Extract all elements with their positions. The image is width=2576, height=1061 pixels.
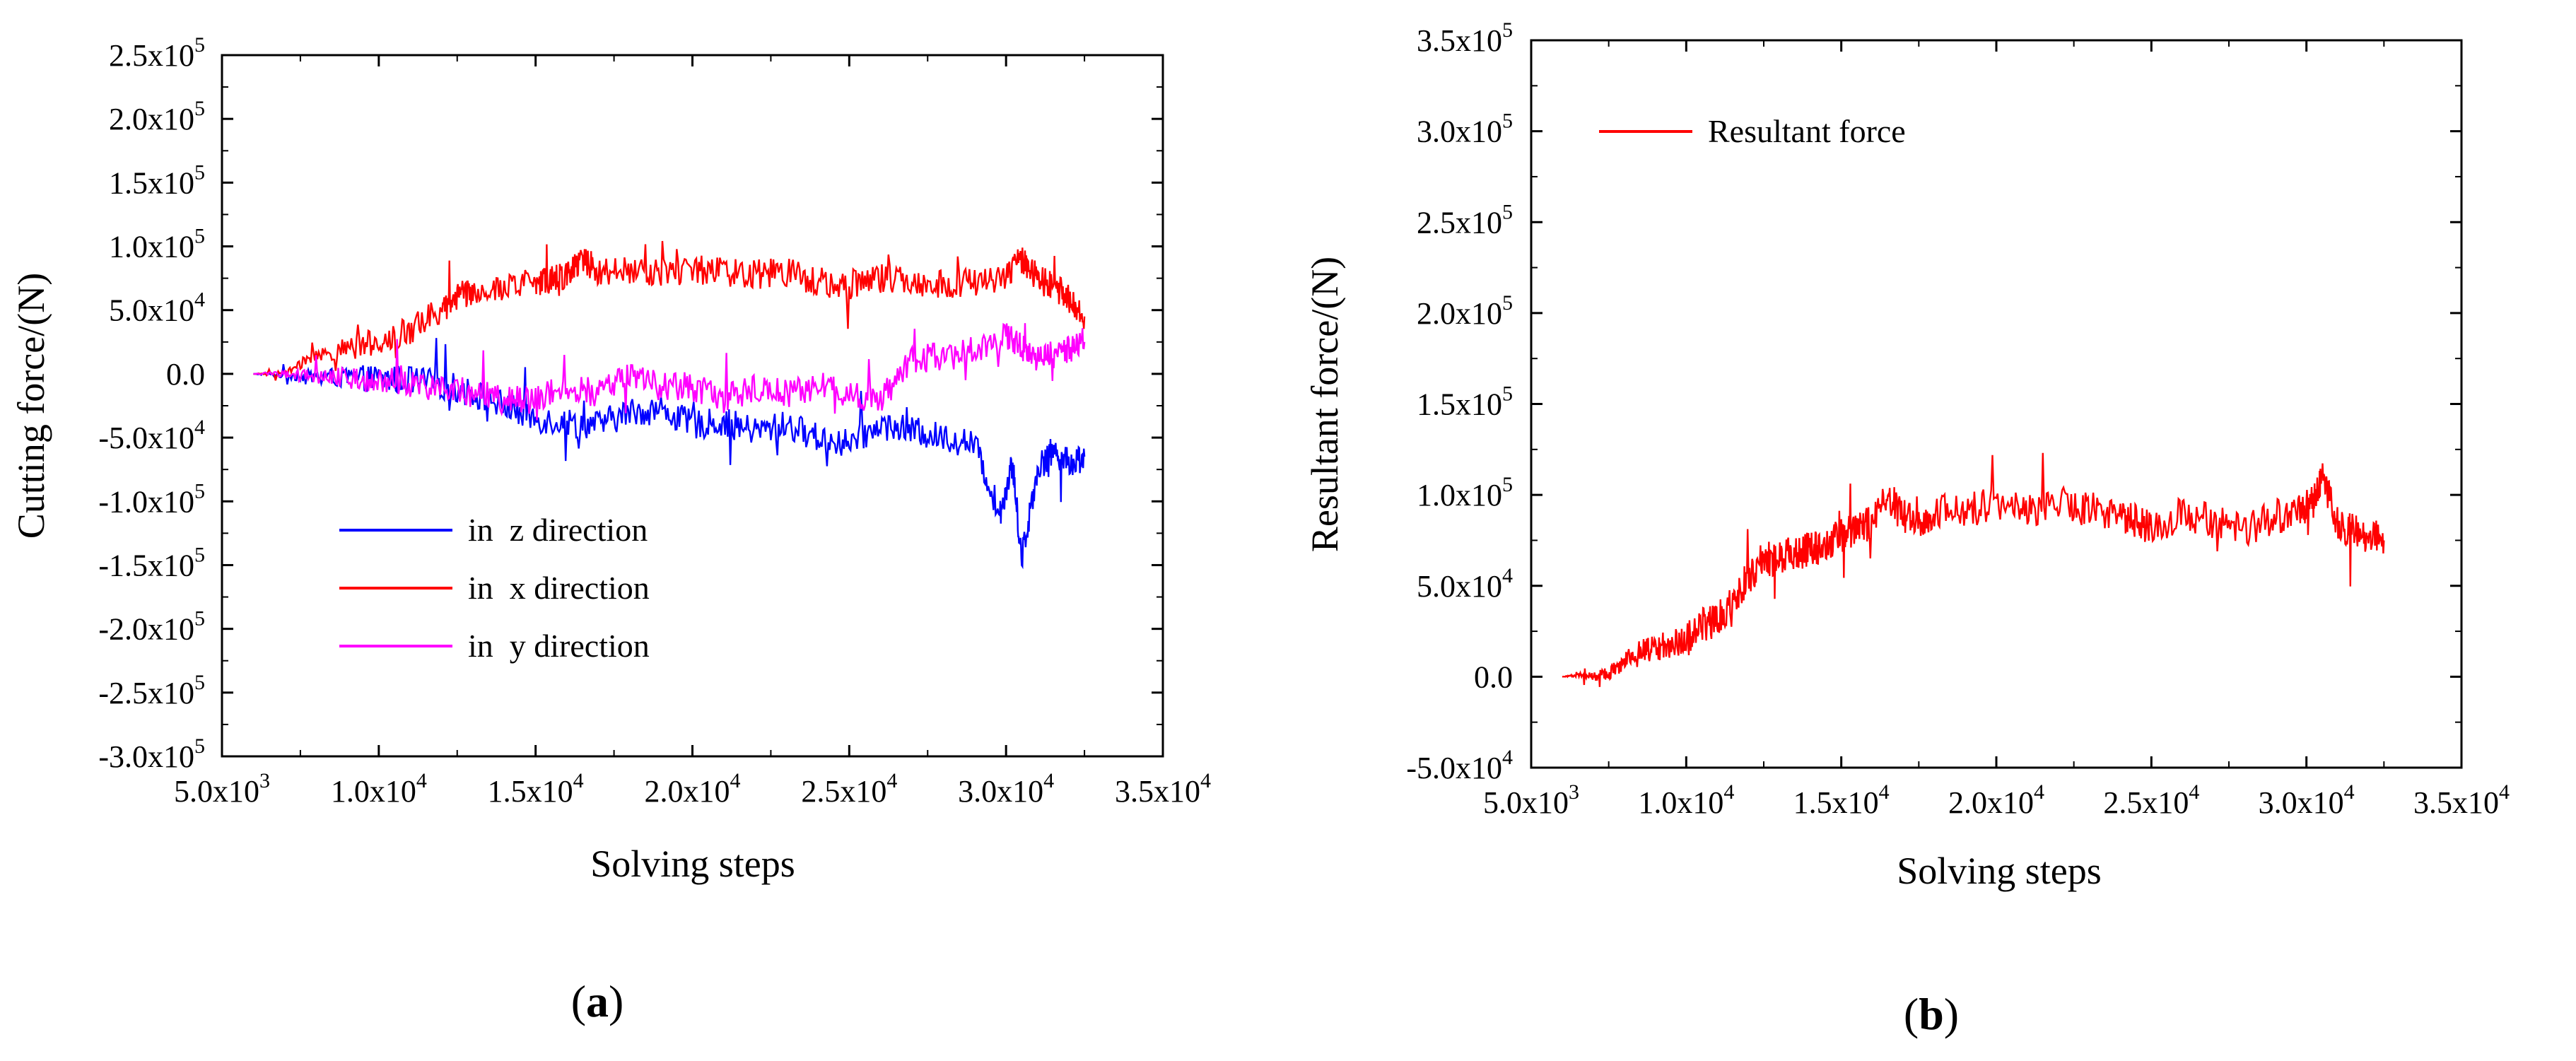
x-tick-label: 2.0x104 (645, 769, 741, 809)
y-tick-label: 2.5x105 (109, 33, 205, 73)
series-line-2 (253, 240, 1086, 381)
y-tick-label: -5.0x104 (1406, 746, 1513, 785)
x-tick-label: 2.5x104 (801, 769, 897, 809)
x-tick-label: 1.5x104 (1793, 780, 1890, 820)
legend-label-1: in z direction (468, 512, 648, 548)
y-tick-label: 3.5x105 (1417, 18, 1513, 58)
y-tick-label: -5.0x104 (98, 416, 205, 455)
y-tick-label: 2.5x105 (1417, 200, 1513, 240)
x-tick-label: 2.5x104 (2103, 780, 2199, 820)
plot-frame (1530, 39, 2463, 769)
x-tick-label: 2.0x104 (1948, 780, 2044, 820)
y-axis-label: Resultant force/(N) (1304, 257, 1346, 552)
y-tick-label: 1.5x105 (1417, 382, 1513, 422)
y-tick-label: 3.0x105 (1417, 110, 1513, 149)
y-tick-label: -2.0x105 (98, 607, 205, 647)
y-tick-label: 2.0x105 (109, 97, 205, 136)
series-group (1562, 452, 2385, 687)
y-tick-label: 5.0x104 (109, 288, 205, 328)
x-tick-label: 5.0x103 (174, 769, 270, 809)
y-tick-label: 1.0x105 (109, 225, 205, 264)
x-tick-label: 1.5x104 (488, 769, 584, 809)
panel-a-chart: 5.0x103 1.0x104 1.5x104 2.0x104 2.5x104 3.0x1… (10, 33, 1211, 1026)
x-axis-label: Solving steps (590, 843, 795, 885)
legend: Resultant force (1599, 113, 1906, 149)
x-tick-label: 3.5x104 (1115, 769, 1211, 809)
y-tick-label: 1.0x105 (1417, 473, 1513, 512)
y-tick-label: -1.5x105 (98, 543, 205, 582)
y-tick-label: 5.0x104 (1417, 564, 1513, 604)
legend-label-2: in x direction (468, 570, 650, 606)
series-line-1 (253, 338, 1086, 570)
x-tick-label: 3.0x104 (958, 769, 1054, 809)
y-tick-label: 2.0x105 (1417, 291, 1513, 331)
x-tick-label: 3.0x104 (2259, 780, 2355, 820)
y-tick-label: 0.0 (1474, 660, 1513, 694)
x-tick-label: 1.0x104 (1638, 780, 1734, 820)
panel-b-chart: 5.0x103 1.0x104 1.5x104 2.0x104 2.5x104 3.0x1… (1304, 18, 2510, 1039)
legend: in z direction in x direction in y directi… (339, 512, 650, 664)
series-line-3 (253, 322, 1086, 421)
x-tick-label: 5.0x103 (1483, 780, 1579, 820)
y-tick-label: 0.0 (166, 357, 205, 392)
x-axis-label: Solving steps (1897, 850, 2102, 892)
series-group (253, 240, 1086, 570)
y-tick-label: -1.0x105 (98, 479, 205, 519)
panel-caption: (b) (1904, 989, 1959, 1039)
y-tick-label: 1.5x105 (109, 160, 205, 200)
y-tick-label: -3.0x105 (98, 734, 205, 774)
series-line-1 (1562, 452, 2385, 687)
x-tick-label: 3.5x104 (2413, 780, 2510, 820)
legend-label-3: in y direction (468, 628, 650, 664)
y-tick-label: -2.5x105 (98, 671, 205, 710)
panel-caption: (a) (571, 976, 624, 1026)
legend-label-1: Resultant force (1708, 113, 1906, 149)
x-tick-label: 1.0x104 (331, 769, 427, 809)
y-axis-label: Cutting force/(N) (10, 273, 52, 539)
